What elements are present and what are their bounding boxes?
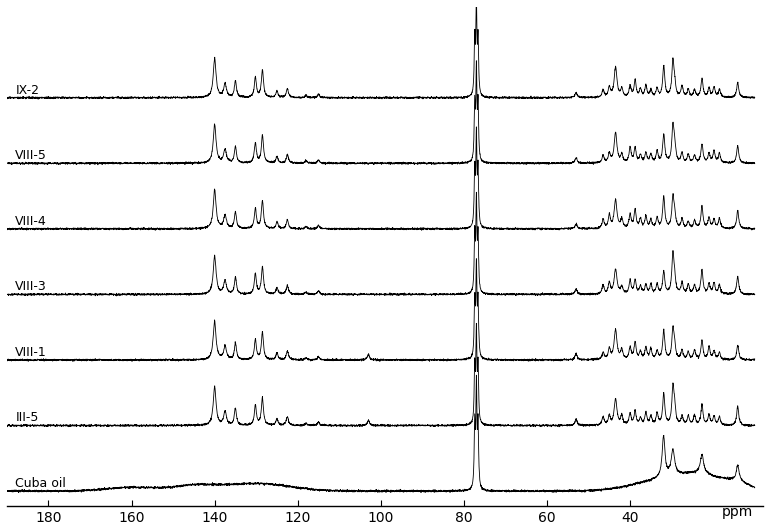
- Text: VIII-3: VIII-3: [15, 280, 47, 293]
- Text: VIII-1: VIII-1: [15, 346, 47, 359]
- Text: IX-2: IX-2: [15, 84, 39, 97]
- Text: VIII-4: VIII-4: [15, 215, 47, 228]
- Text: ppm: ppm: [721, 505, 752, 519]
- Text: III-5: III-5: [15, 411, 38, 425]
- Text: CDCl₃: CDCl₃: [0, 531, 1, 532]
- Text: VIII-5: VIII-5: [15, 149, 47, 162]
- Text: Cuba oil: Cuba oil: [15, 477, 66, 490]
